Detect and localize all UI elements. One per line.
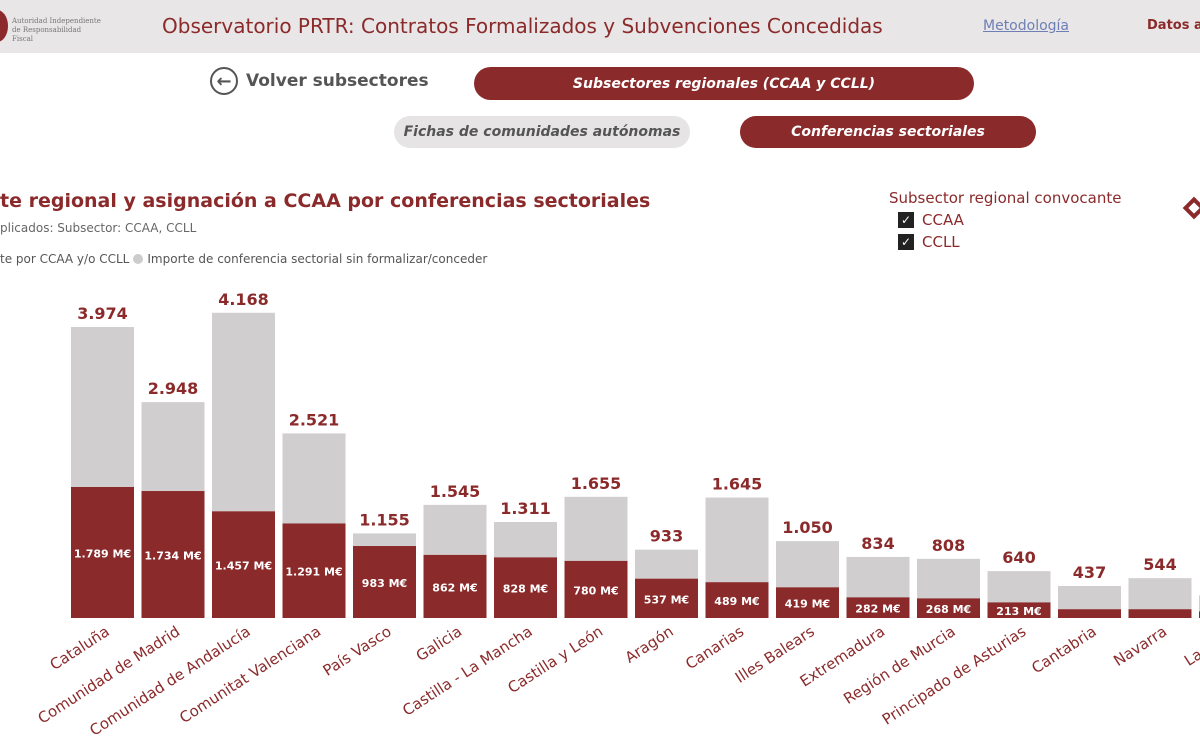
slicer-title: Subsector regional convocante (889, 189, 1122, 207)
total-label: 437 (1073, 563, 1106, 582)
formalized-label: 282 M€ (855, 603, 900, 616)
category-label: País Vasco (320, 622, 395, 679)
bar-formalized[interactable] (494, 557, 557, 618)
formalized-label: 983 M€ (362, 577, 407, 590)
total-label: 3.974 (77, 304, 128, 323)
formalized-label: 419 M€ (785, 598, 830, 611)
bar-pending[interactable] (846, 556, 910, 598)
total-label: 640 (1002, 548, 1035, 567)
formalized-label: 1.734 M€ (144, 550, 201, 563)
fichas-ccaa-button[interactable]: Fichas de comunidades autónomas (394, 116, 690, 148)
legend-dot-grey (133, 254, 144, 264)
legend-item-pending: Importe de conferencia sectorial sin for… (147, 252, 488, 266)
bar-formalized[interactable] (776, 587, 839, 618)
category-label: Castilla - La Mancha (399, 622, 535, 719)
formalized-label: 213 M€ (996, 605, 1041, 618)
back-button[interactable]: ← Volver subsectores (210, 67, 429, 95)
bar-pending[interactable] (71, 327, 134, 487)
methodology-link[interactable]: Metodología (983, 18, 1070, 34)
category-label: La Rioja (1181, 622, 1200, 669)
bar-formalized[interactable] (846, 597, 910, 618)
back-label: Volver subsectores (246, 71, 429, 91)
bar-formalized[interactable] (141, 491, 205, 618)
bar-pending[interactable] (635, 549, 698, 579)
category-label: Galicia (413, 622, 465, 665)
formalized-label: 1.789 M€ (74, 547, 131, 560)
bar-formalized[interactable] (987, 602, 1051, 618)
formalized-label: 862 M€ (432, 581, 477, 594)
logo-text: Autoridad Independiente de Responsabilid… (12, 17, 101, 43)
total-label: 2.521 (289, 410, 340, 429)
bar-pending[interactable] (1128, 578, 1192, 610)
filters-text: plicados: Subsector: CCAA, CCLL (0, 221, 197, 235)
checkbox-checked-icon[interactable]: ✓ (898, 212, 914, 228)
bar-pending[interactable] (776, 541, 839, 588)
slicer-option-ccaa[interactable]: ✓ CCAA (898, 211, 1121, 229)
header-bar: Autoridad Independiente de Responsabilid… (0, 0, 1200, 53)
bar-pending[interactable] (494, 522, 557, 558)
arrow-left-icon: ← (210, 67, 238, 95)
bar-formalized[interactable] (212, 511, 275, 618)
bar-pending[interactable] (353, 533, 416, 547)
bar-pending[interactable] (987, 571, 1051, 603)
total-label: 544 (1143, 555, 1176, 574)
subsector-slicer: Subsector regional convocante ✓ CCAA ✓ C… (889, 189, 1121, 251)
bar-pending[interactable] (705, 497, 769, 583)
bar-pending[interactable] (1058, 586, 1121, 610)
bar-formalized[interactable] (705, 582, 769, 618)
bar-formalized[interactable] (1058, 609, 1121, 618)
bar-formalized[interactable] (282, 523, 346, 618)
total-label: 1.655 (571, 474, 622, 493)
formalized-label: 828 M€ (503, 583, 548, 596)
legend-item-formalized: te por CCAA y/o CCLL (0, 252, 130, 266)
total-label: 834 (861, 534, 894, 553)
chart-title: te regional y asignación a CCAA por conf… (0, 190, 651, 212)
formalized-label: 268 M€ (926, 603, 971, 616)
total-label: 808 (932, 536, 965, 555)
category-label: Aragón (622, 622, 677, 666)
bar-formalized[interactable] (564, 560, 628, 618)
category-label: Cataluña (47, 622, 113, 674)
legend: te por CCAA y/o CCLL Importe de conferen… (0, 252, 487, 266)
bar-pending[interactable] (141, 402, 205, 492)
total-label: 1.155 (359, 510, 410, 529)
bar-pending[interactable] (212, 312, 275, 512)
formalized-label: 1.291 M€ (285, 566, 342, 579)
total-label: 2.948 (148, 379, 199, 398)
bar-pending[interactable] (564, 496, 628, 561)
bar-pending[interactable] (917, 558, 980, 599)
bar-formalized[interactable] (353, 546, 416, 618)
checkbox-checked-icon[interactable]: ✓ (898, 234, 914, 250)
bar-formalized[interactable] (423, 554, 487, 618)
category-label: Navarra (1110, 622, 1170, 670)
conferencias-button[interactable]: Conferencias sectoriales (740, 116, 1036, 148)
total-label: 1.545 (430, 482, 481, 501)
total-label: 1.645 (712, 475, 763, 494)
regional-subsectors-button[interactable]: Subsectores regionales (CCAA y CCLL) (474, 67, 974, 100)
slicer-label: CCAA (922, 211, 964, 229)
slicer-option-ccll[interactable]: ✓ CCLL (898, 233, 1121, 251)
total-label: 1.311 (500, 499, 551, 518)
total-label: 933 (650, 527, 683, 546)
formalized-label: 1.457 M€ (215, 560, 272, 573)
bar-formalized[interactable] (917, 598, 980, 618)
formalized-label: 537 M€ (644, 593, 689, 606)
bar-formalized[interactable] (1128, 609, 1192, 618)
page-title: Observatorio PRTR: Contratos Formalizado… (162, 14, 883, 38)
category-label: Cantabria (1028, 622, 1099, 677)
slicer-label: CCLL (922, 233, 960, 251)
data-date-label: Datos a (1147, 18, 1200, 33)
bar-pending[interactable] (423, 504, 487, 555)
formalized-label: 489 M€ (714, 595, 759, 608)
airef-logo-icon (0, 10, 8, 42)
total-label: 4.168 (218, 290, 269, 309)
bar-pending[interactable] (282, 433, 346, 524)
bar-formalized[interactable] (71, 486, 134, 618)
formalized-label: 780 M€ (573, 584, 618, 597)
bar-formalized[interactable] (635, 578, 698, 618)
total-label: 1.050 (782, 518, 833, 537)
category-label: Canarias (682, 622, 747, 673)
